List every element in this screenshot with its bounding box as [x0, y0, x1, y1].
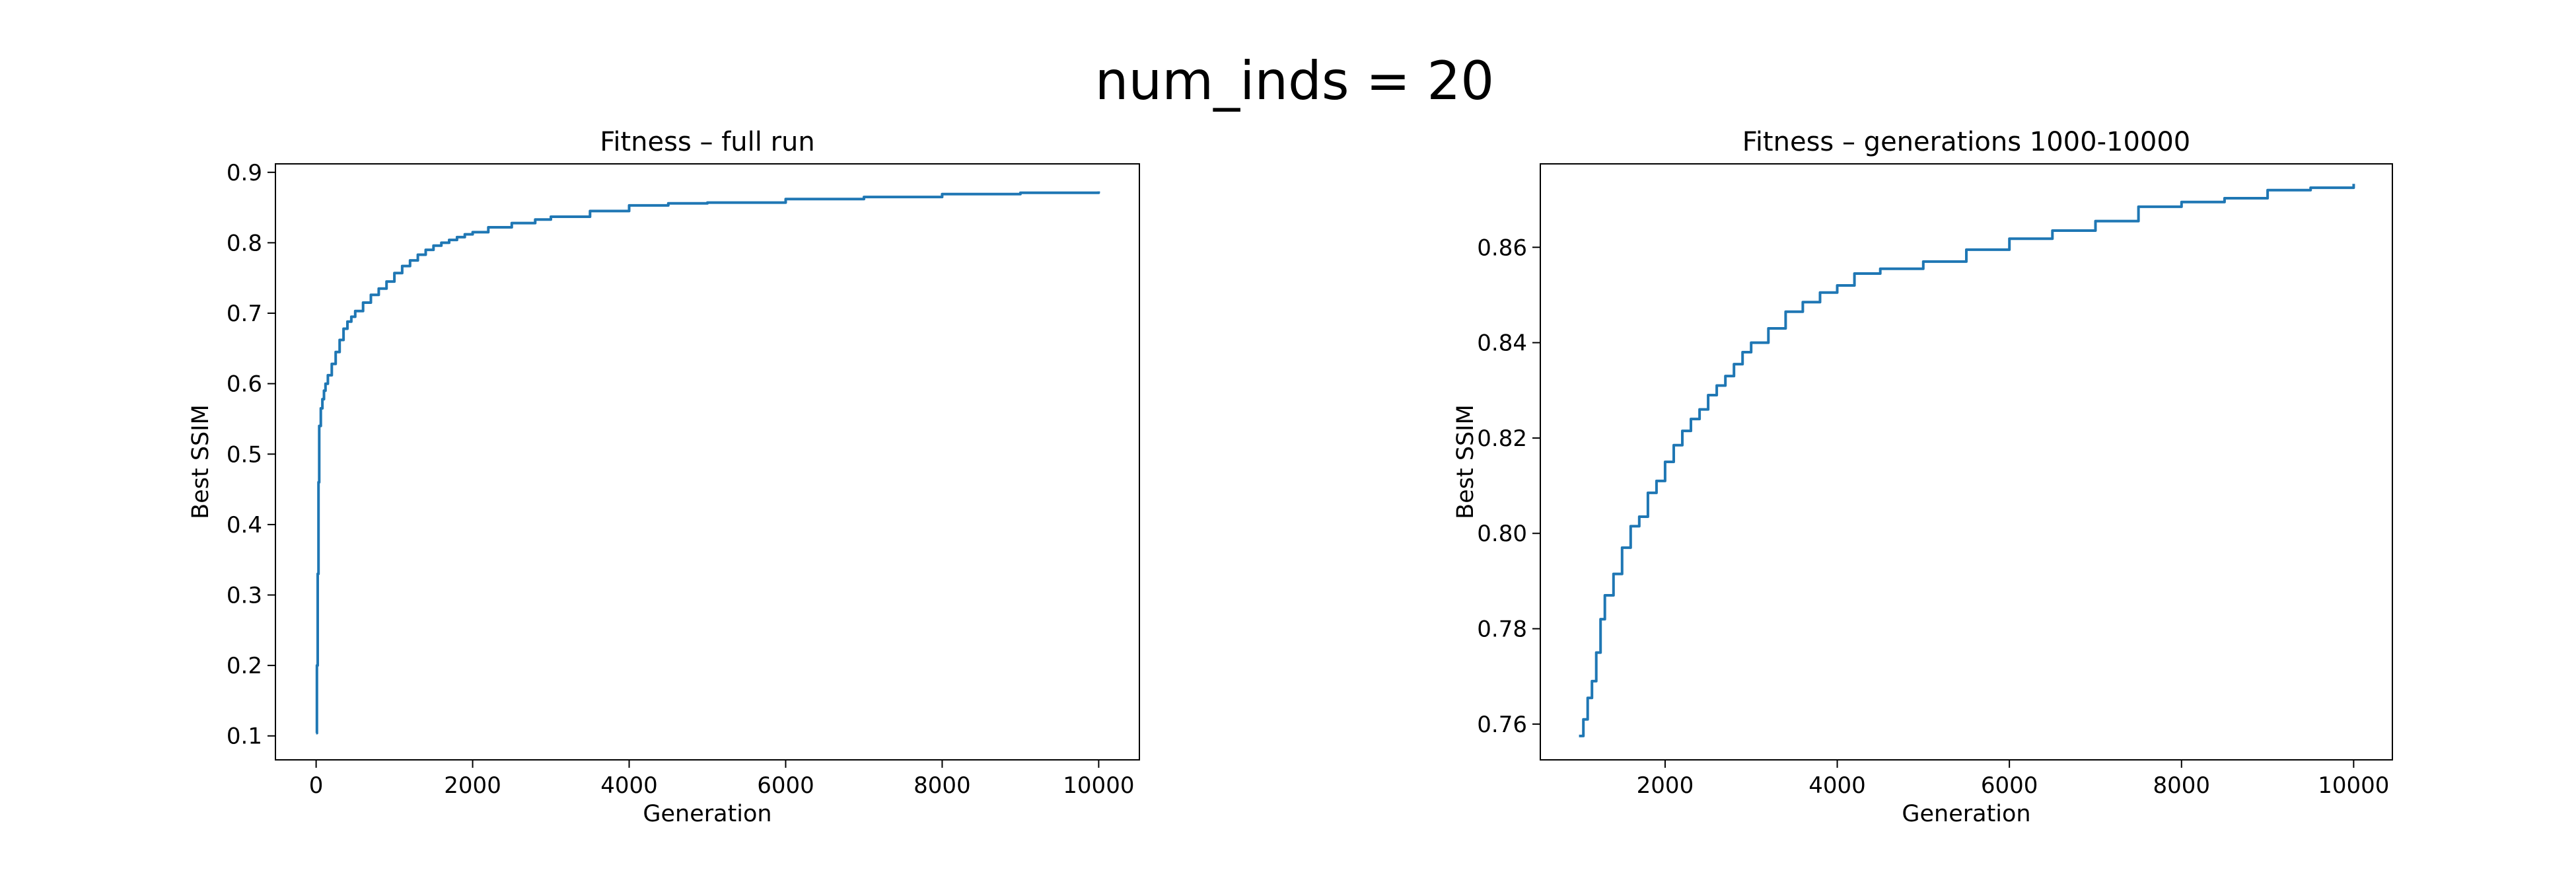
- chart-title: Fitness – full run: [600, 127, 815, 157]
- y-tick-label: 0.86: [1477, 235, 1527, 261]
- x-tick-label: 4000: [1808, 772, 1866, 799]
- series-line: [1579, 184, 2355, 737]
- y-tick-label: 0.78: [1477, 616, 1527, 643]
- axes-frame: [275, 163, 1140, 761]
- y-tick-label: 0.2: [227, 653, 262, 679]
- y-axis-label: Best SSIM: [188, 404, 214, 519]
- x-tick-label: 8000: [913, 772, 971, 799]
- y-tick-label: 0.7: [227, 301, 262, 327]
- x-axis-label: Generation: [643, 801, 771, 827]
- chart-title: Fitness – generations 1000-10000: [1742, 127, 2191, 157]
- y-tick-label: 0.76: [1477, 712, 1527, 738]
- x-tick-label: 4000: [600, 772, 658, 799]
- chart-panel-generations-1000-10000: Fitness – generations 1000-10000 Generat…: [1452, 127, 2393, 827]
- y-axis-label: Best SSIM: [1452, 404, 1479, 519]
- x-tick-label: 6000: [757, 772, 814, 799]
- axes-frame: [1540, 163, 2393, 761]
- y-tick-label: 0.6: [227, 371, 262, 398]
- x-tick-label: 2000: [1637, 772, 1694, 799]
- series-line: [315, 191, 1100, 735]
- y-tick-label: 0.5: [227, 441, 262, 468]
- chart-panel-full-run: Fitness – full run Generation Best SSIM …: [188, 127, 1140, 827]
- x-tick-label: 0: [309, 772, 324, 799]
- x-tick-label: 6000: [1981, 772, 2038, 799]
- y-tick-label: 0.3: [227, 583, 262, 609]
- plot-area: 0 2000 4000 6000 8000 10000 0.1 0.2 0.3 0.4 0.5 0.6…: [227, 160, 1140, 799]
- x-axis-label: Generation: [1902, 801, 2030, 827]
- y-tick-label: 0.1: [227, 724, 262, 750]
- plot-area: 2000 4000 6000 8000 10000 0.76 0.78 0.80 0.82 0.8…: [1477, 163, 2393, 799]
- y-tick-label: 0.82: [1477, 426, 1527, 452]
- y-tick-label: 0.80: [1477, 521, 1527, 547]
- figure-suptitle: num_inds = 20: [1095, 50, 1494, 112]
- x-tick-label: 2000: [444, 772, 501, 799]
- y-tick-label: 0.9: [227, 160, 262, 186]
- y-tick-label: 0.8: [227, 230, 262, 256]
- x-tick-label: 8000: [2153, 772, 2210, 799]
- x-tick-label: 10000: [1063, 772, 1134, 799]
- x-tick-label: 10000: [2318, 772, 2389, 799]
- y-tick-label: 0.84: [1477, 330, 1527, 357]
- y-tick-label: 0.4: [227, 512, 262, 539]
